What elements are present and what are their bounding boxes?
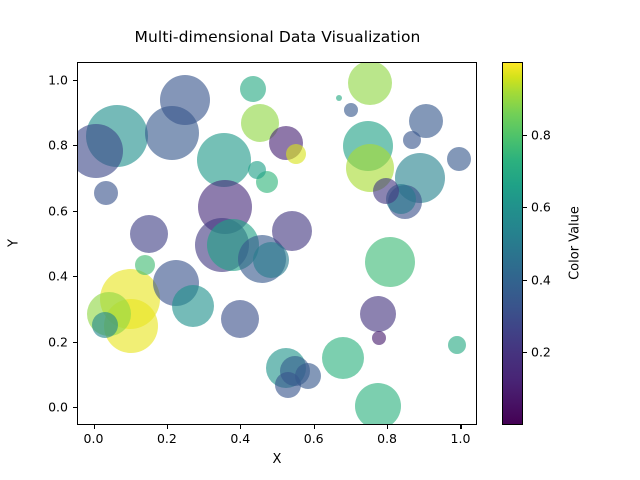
- y-axis-tick-label: 0.2: [48, 334, 68, 350]
- x-axis-tick: [240, 425, 242, 429]
- scatter-point: [372, 177, 399, 204]
- x-axis-tick-label: 0.8: [377, 431, 398, 446]
- y-axis-tick-label: 0.6: [48, 203, 68, 219]
- scatter-point: [359, 295, 396, 332]
- scatter-point: [196, 133, 251, 188]
- x-axis-tick: [166, 425, 168, 429]
- y-axis-tick-label: 0.4: [48, 268, 68, 284]
- scatter-point: [129, 214, 168, 253]
- x-axis-tick: [460, 425, 462, 429]
- y-axis-tick: [73, 276, 77, 278]
- scatter-point: [221, 299, 260, 338]
- colorbar-tick-label: 0.8: [531, 127, 551, 143]
- colorbar-gradient: [502, 62, 523, 425]
- scatter-point: [295, 362, 322, 389]
- y-axis-tick: [73, 407, 77, 409]
- scatter-point: [348, 63, 393, 106]
- x-axis-tick: [387, 425, 389, 429]
- colorbar: [502, 62, 523, 425]
- scatter-point: [91, 312, 118, 339]
- x-axis-tick-label: 0.4: [230, 431, 251, 446]
- scatter-plot-axes: [77, 62, 477, 425]
- scatter-point: [285, 143, 306, 164]
- colorbar-label: Color Value: [567, 206, 583, 280]
- scatter-point: [354, 383, 401, 424]
- scatter-point: [321, 337, 364, 380]
- page-title: Multi-dimensional Data Visualization: [134, 28, 421, 46]
- colorbar-tick: [523, 207, 527, 209]
- scatter-point: [78, 124, 124, 179]
- x-axis-label: X: [272, 452, 282, 467]
- scatter-point: [403, 131, 422, 150]
- scatter-point: [448, 336, 467, 355]
- y-axis-label: Y: [6, 239, 22, 247]
- scatter-point: [447, 147, 472, 172]
- y-axis-tick: [73, 145, 77, 147]
- colorbar-tick: [523, 352, 527, 354]
- scatter-point: [135, 254, 156, 275]
- y-axis-tick-label: 0.8: [48, 137, 68, 153]
- x-axis-tick-label: 0.0: [83, 431, 104, 446]
- y-axis-tick-label: 0.0: [48, 399, 68, 415]
- scatter-point: [364, 236, 415, 287]
- x-axis-tick: [93, 425, 95, 429]
- y-axis-tick: [73, 210, 77, 212]
- scatter-point: [344, 103, 359, 118]
- x-axis-tick: [313, 425, 315, 429]
- scatter-point: [335, 94, 342, 101]
- scatter-point: [371, 331, 386, 346]
- scatter-point: [239, 75, 266, 102]
- colorbar-tick: [523, 279, 527, 281]
- scatter-point: [253, 241, 290, 278]
- scatter-point: [93, 181, 118, 206]
- x-axis-tick-label: 0.2: [156, 431, 177, 446]
- colorbar-tick: [523, 134, 527, 136]
- y-axis-tick: [73, 341, 77, 343]
- colorbar-tick-label: 0.2: [531, 344, 551, 360]
- x-axis-tick-label: 0.6: [303, 431, 324, 446]
- scatter-point: [171, 284, 214, 327]
- colorbar-tick-label: 0.6: [531, 199, 551, 215]
- x-axis-tick-label: 1.0: [450, 431, 471, 446]
- colorbar-tick-label: 0.4: [531, 272, 551, 288]
- y-axis-tick-label: 1.0: [48, 72, 68, 88]
- scatter-point: [160, 75, 211, 126]
- y-axis-tick: [73, 79, 77, 82]
- scatter-point: [248, 161, 267, 180]
